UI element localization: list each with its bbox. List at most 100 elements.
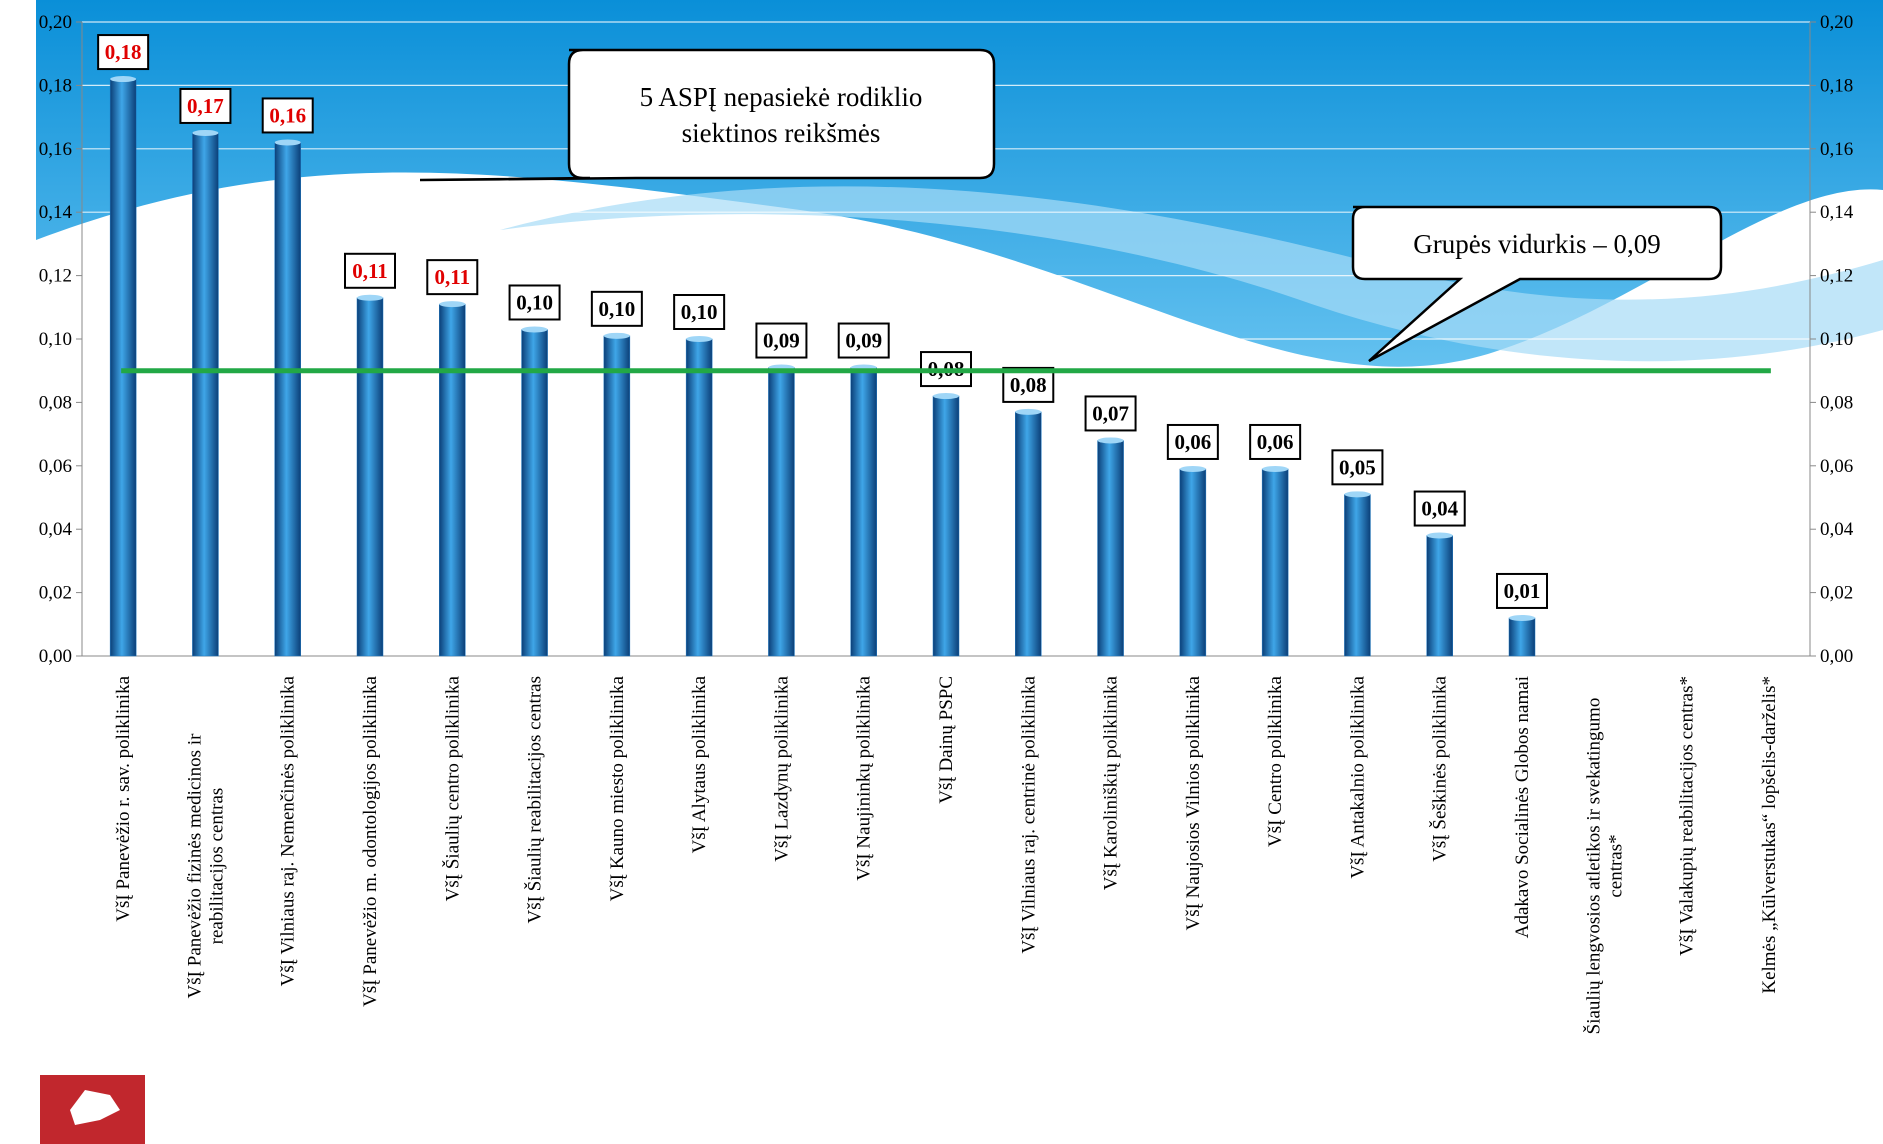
x-tick-label: VšĮ Šiaulių centro poliklinika bbox=[441, 675, 463, 901]
value-label-box bbox=[179, 87, 232, 124]
value-label: 0,06 bbox=[1257, 430, 1294, 454]
value-label: 0,16 bbox=[269, 103, 306, 127]
x-tick-label: VšĮ Panevėžio r. sav. poliklinika bbox=[113, 675, 134, 921]
x-tick-label: VšĮ Vilniaus raj. centrinė poliklinika bbox=[1018, 675, 1039, 953]
value-label-box bbox=[97, 34, 150, 71]
bar-top bbox=[1509, 614, 1535, 621]
bar bbox=[274, 142, 301, 657]
value-label-box bbox=[261, 97, 314, 134]
y-tick-label: 0,04 bbox=[39, 519, 73, 540]
x-tick-label: VšĮ Antakalnio poliklinika bbox=[1347, 675, 1368, 878]
value-label-box bbox=[1331, 449, 1384, 486]
callout bbox=[419, 48, 1723, 363]
value-label: 0,09 bbox=[845, 329, 882, 353]
bar-top bbox=[1262, 465, 1289, 472]
bar-top bbox=[439, 301, 466, 308]
value-label: 0,18 bbox=[105, 40, 142, 64]
y-tick-label: 0,10 bbox=[39, 329, 72, 350]
annotation: Grupės vidurkis – 0,09 bbox=[1413, 229, 1660, 259]
x-tick-label: Kelmės „Kūlverstukas“ lopšelis-darželis* bbox=[1759, 676, 1780, 994]
value-label: 0,17 bbox=[187, 94, 224, 118]
bar bbox=[1015, 411, 1042, 657]
y-tick-label: 0,08 bbox=[39, 392, 72, 413]
annotation: siektinos reikšmės bbox=[682, 118, 881, 148]
plot: 0,00 0,00 0,02 0,02 0,04 0,04 0,06 0,06 0,08 0,08… bbox=[39, 12, 1854, 1034]
value-label-box bbox=[1166, 423, 1219, 460]
y2-tick-label: 0,04 bbox=[1820, 519, 1854, 540]
y-tick-label: 0,20 bbox=[39, 12, 72, 33]
value-label-box bbox=[673, 294, 726, 330]
y2-tick-label: 0,20 bbox=[1820, 12, 1853, 33]
x-tick-label: centras* bbox=[1605, 834, 1626, 897]
value-label-box bbox=[508, 284, 561, 321]
y-tick-label: 0,14 bbox=[39, 202, 73, 223]
bar-top bbox=[603, 332, 630, 339]
value-label: 0,01 bbox=[1504, 579, 1541, 603]
bar-top bbox=[274, 139, 301, 146]
logo-knight bbox=[70, 1090, 120, 1125]
value-label: 0,04 bbox=[1421, 497, 1458, 521]
bar-top bbox=[1344, 491, 1371, 498]
bar-top bbox=[1426, 532, 1453, 539]
value-label-box bbox=[1002, 366, 1055, 403]
value-label-box bbox=[344, 252, 396, 289]
bar-top bbox=[686, 336, 713, 342]
bar bbox=[1508, 617, 1536, 657]
bar bbox=[521, 329, 548, 657]
y-tick-label: 0,00 bbox=[39, 646, 72, 667]
logo bbox=[40, 1075, 145, 1144]
bar-top bbox=[1097, 437, 1124, 444]
callout-box bbox=[419, 48, 996, 182]
x-tick-label: VšĮ Vilniaus raj. Nemenčinės poliklinika bbox=[278, 675, 299, 986]
bar-top bbox=[933, 393, 959, 400]
value-label-box bbox=[426, 259, 479, 296]
x-tick-label: VšĮ Panevėžio fizinės medicinos ir bbox=[184, 733, 205, 999]
y-tick-label: 0,02 bbox=[39, 583, 72, 604]
bar bbox=[603, 335, 631, 657]
bar bbox=[1179, 468, 1207, 657]
x-tick-label: VšĮ Valakupių reabilitacijos centras* bbox=[1677, 676, 1698, 956]
bar bbox=[109, 78, 137, 657]
value-label-box bbox=[755, 322, 808, 359]
bar bbox=[356, 297, 384, 657]
value-label-box bbox=[837, 322, 890, 359]
y2-tick-label: 0,14 bbox=[1820, 202, 1854, 223]
x-tick-label: VšĮ Centro poliklinika bbox=[1265, 675, 1286, 847]
bar bbox=[439, 303, 466, 657]
annotation: 5 ASPĮ nepasiekė rodiklio bbox=[640, 82, 923, 112]
value-label: 0,10 bbox=[598, 297, 635, 321]
y-tick-label: 0,06 bbox=[39, 456, 72, 477]
bar-top bbox=[1015, 408, 1042, 415]
value-label-box bbox=[590, 290, 643, 327]
x-tick-label: VšĮ Dainų PSPC bbox=[936, 676, 957, 804]
y2-tick-label: 0,10 bbox=[1820, 329, 1853, 350]
value-label-box bbox=[1249, 423, 1302, 460]
y2-tick-label: 0,02 bbox=[1820, 583, 1853, 604]
x-tick-label: VšĮ Lazdynų poliklinika bbox=[771, 675, 792, 861]
value-label: 0,08 bbox=[1010, 373, 1047, 397]
y-tick-label: 0,18 bbox=[39, 75, 72, 96]
x-tick-label: VšĮ Kauno miesto poliklinika bbox=[607, 675, 628, 901]
bar bbox=[1261, 468, 1289, 657]
bar-top bbox=[110, 76, 137, 83]
value-label: 0,05 bbox=[1339, 455, 1376, 479]
value-label: 0,09 bbox=[763, 329, 800, 353]
value-label: 0,10 bbox=[681, 300, 718, 324]
value-label: 0,11 bbox=[352, 259, 388, 283]
y2-tick-label: 0,06 bbox=[1820, 456, 1853, 477]
x-tick-label: VšĮ Šeškinės poliklinika bbox=[1429, 675, 1451, 861]
bar bbox=[685, 338, 713, 657]
x-tick-label: VšĮ Alytaus poliklinika bbox=[689, 675, 710, 853]
x-tick-label: reabilitacijos centras bbox=[206, 788, 227, 945]
x-tick-label: Šiaulių lengvosios atletikos ir svekatin… bbox=[1582, 698, 1604, 1035]
background-wave bbox=[36, 172, 1883, 660]
x-tick-label: VšĮ Panevėžio m. odontologijos poliklini… bbox=[360, 675, 381, 1006]
y-tick-label: 0,16 bbox=[39, 139, 72, 160]
bar bbox=[932, 395, 960, 657]
bar-top bbox=[357, 294, 383, 301]
value-label-box bbox=[1413, 490, 1466, 527]
bar bbox=[1344, 494, 1371, 657]
background-wave bbox=[500, 186, 1883, 362]
y2-tick-label: 0,12 bbox=[1820, 266, 1853, 287]
